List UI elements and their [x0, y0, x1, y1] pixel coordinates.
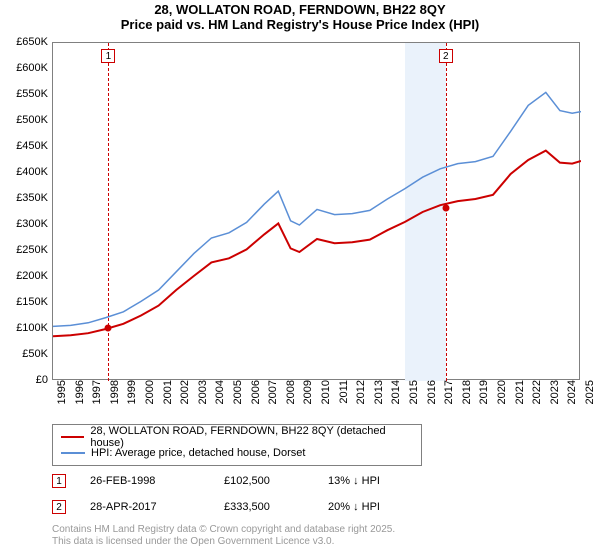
xtick-label: 2006 — [250, 380, 262, 420]
ytick-label: £150K — [4, 296, 48, 308]
xtick-label: 2001 — [162, 380, 174, 420]
xtick-label: 2005 — [232, 380, 244, 420]
ytick-label: £0 — [4, 374, 48, 386]
ytick-label: £350K — [4, 192, 48, 204]
title-address: 28, WOLLATON ROAD, FERNDOWN, BH22 8QY — [0, 2, 600, 17]
sale-hpi-delta: 13% ↓ HPI — [328, 475, 418, 487]
legend-label: HPI: Average price, detached house, Dors… — [91, 447, 305, 459]
xtick-label: 2018 — [461, 380, 473, 420]
sale-vline-label: 2 — [439, 49, 453, 63]
legend-row: 28, WOLLATON ROAD, FERNDOWN, BH22 8QY (d… — [61, 429, 413, 445]
xtick-label: 2000 — [144, 380, 156, 420]
xtick-label: 2012 — [355, 380, 367, 420]
xtick-label: 2008 — [285, 380, 297, 420]
chart-lines — [53, 43, 581, 381]
sale-marker — [442, 204, 449, 211]
xtick-label: 2002 — [179, 380, 191, 420]
xtick-label: 2020 — [496, 380, 508, 420]
ytick-label: £450K — [4, 140, 48, 152]
xtick-label: 2015 — [408, 380, 420, 420]
ytick-label: £50K — [4, 348, 48, 360]
xtick-label: 1999 — [126, 380, 138, 420]
ytick-label: £250K — [4, 244, 48, 256]
footer-licence: This data is licensed under the Open Gov… — [52, 536, 395, 548]
xtick-label: 2023 — [549, 380, 561, 420]
legend: 28, WOLLATON ROAD, FERNDOWN, BH22 8QY (d… — [52, 424, 422, 466]
legend-swatch — [61, 436, 84, 438]
sale-date: 28-APR-2017 — [90, 501, 200, 513]
xtick-label: 2022 — [531, 380, 543, 420]
ytick-label: £300K — [4, 218, 48, 230]
sale-vline — [446, 43, 447, 381]
property-line — [53, 151, 581, 337]
xtick-label: 2016 — [426, 380, 438, 420]
xtick-label: 2003 — [197, 380, 209, 420]
chart-container: 28, WOLLATON ROAD, FERNDOWN, BH22 8QY Pr… — [0, 0, 600, 560]
xtick-label: 2019 — [478, 380, 490, 420]
sale-date: 26-FEB-1998 — [90, 475, 200, 487]
xtick-label: 1997 — [91, 380, 103, 420]
xtick-label: 2007 — [267, 380, 279, 420]
xtick-label: 2025 — [584, 380, 596, 420]
ytick-label: £200K — [4, 270, 48, 282]
plot-background: 12 — [52, 42, 580, 380]
sale-price: £333,500 — [224, 501, 304, 513]
xtick-label: 2017 — [443, 380, 455, 420]
footer-copyright: Contains HM Land Registry data © Crown c… — [52, 524, 395, 536]
ytick-label: £550K — [4, 88, 48, 100]
ytick-label: £650K — [4, 36, 48, 48]
chart-area: 12 £0£50K£100K£150K£200K£250K£300K£350K£… — [52, 42, 580, 380]
sale-marker-num: 1 — [52, 474, 66, 488]
sale-row: 1 26-FEB-1998 £102,500 13% ↓ HPI — [52, 468, 418, 494]
xtick-label: 2011 — [338, 380, 350, 420]
title-subtitle: Price paid vs. HM Land Registry's House … — [0, 17, 600, 32]
sale-vline-label: 1 — [101, 49, 115, 63]
xtick-label: 2009 — [302, 380, 314, 420]
footer: Contains HM Land Registry data © Crown c… — [52, 524, 395, 548]
legend-swatch — [61, 452, 85, 454]
sale-marker-num: 2 — [52, 500, 66, 514]
sale-price: £102,500 — [224, 475, 304, 487]
xtick-label: 1998 — [109, 380, 121, 420]
xtick-label: 2021 — [514, 380, 526, 420]
xtick-label: 2010 — [320, 380, 332, 420]
xtick-label: 2024 — [566, 380, 578, 420]
xtick-label: 2013 — [373, 380, 385, 420]
ytick-label: £500K — [4, 114, 48, 126]
legend-label: 28, WOLLATON ROAD, FERNDOWN, BH22 8QY (d… — [90, 425, 413, 449]
xtick-label: 1996 — [74, 380, 86, 420]
ytick-label: £600K — [4, 62, 48, 74]
xtick-label: 1995 — [56, 380, 68, 420]
ytick-label: £400K — [4, 166, 48, 178]
xtick-label: 2004 — [214, 380, 226, 420]
sale-row: 2 28-APR-2017 £333,500 20% ↓ HPI — [52, 494, 418, 520]
hpi-line — [53, 92, 581, 326]
xtick-label: 2014 — [390, 380, 402, 420]
title-block: 28, WOLLATON ROAD, FERNDOWN, BH22 8QY Pr… — [0, 0, 600, 32]
sale-marker — [105, 324, 112, 331]
sale-hpi-delta: 20% ↓ HPI — [328, 501, 418, 513]
sale-table: 1 26-FEB-1998 £102,500 13% ↓ HPI 2 28-AP… — [52, 468, 418, 520]
ytick-label: £100K — [4, 322, 48, 334]
